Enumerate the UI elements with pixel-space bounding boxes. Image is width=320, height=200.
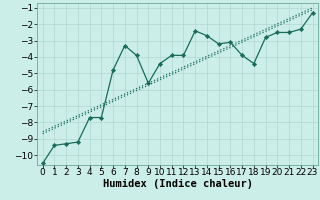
X-axis label: Humidex (Indice chaleur): Humidex (Indice chaleur)	[103, 179, 252, 189]
